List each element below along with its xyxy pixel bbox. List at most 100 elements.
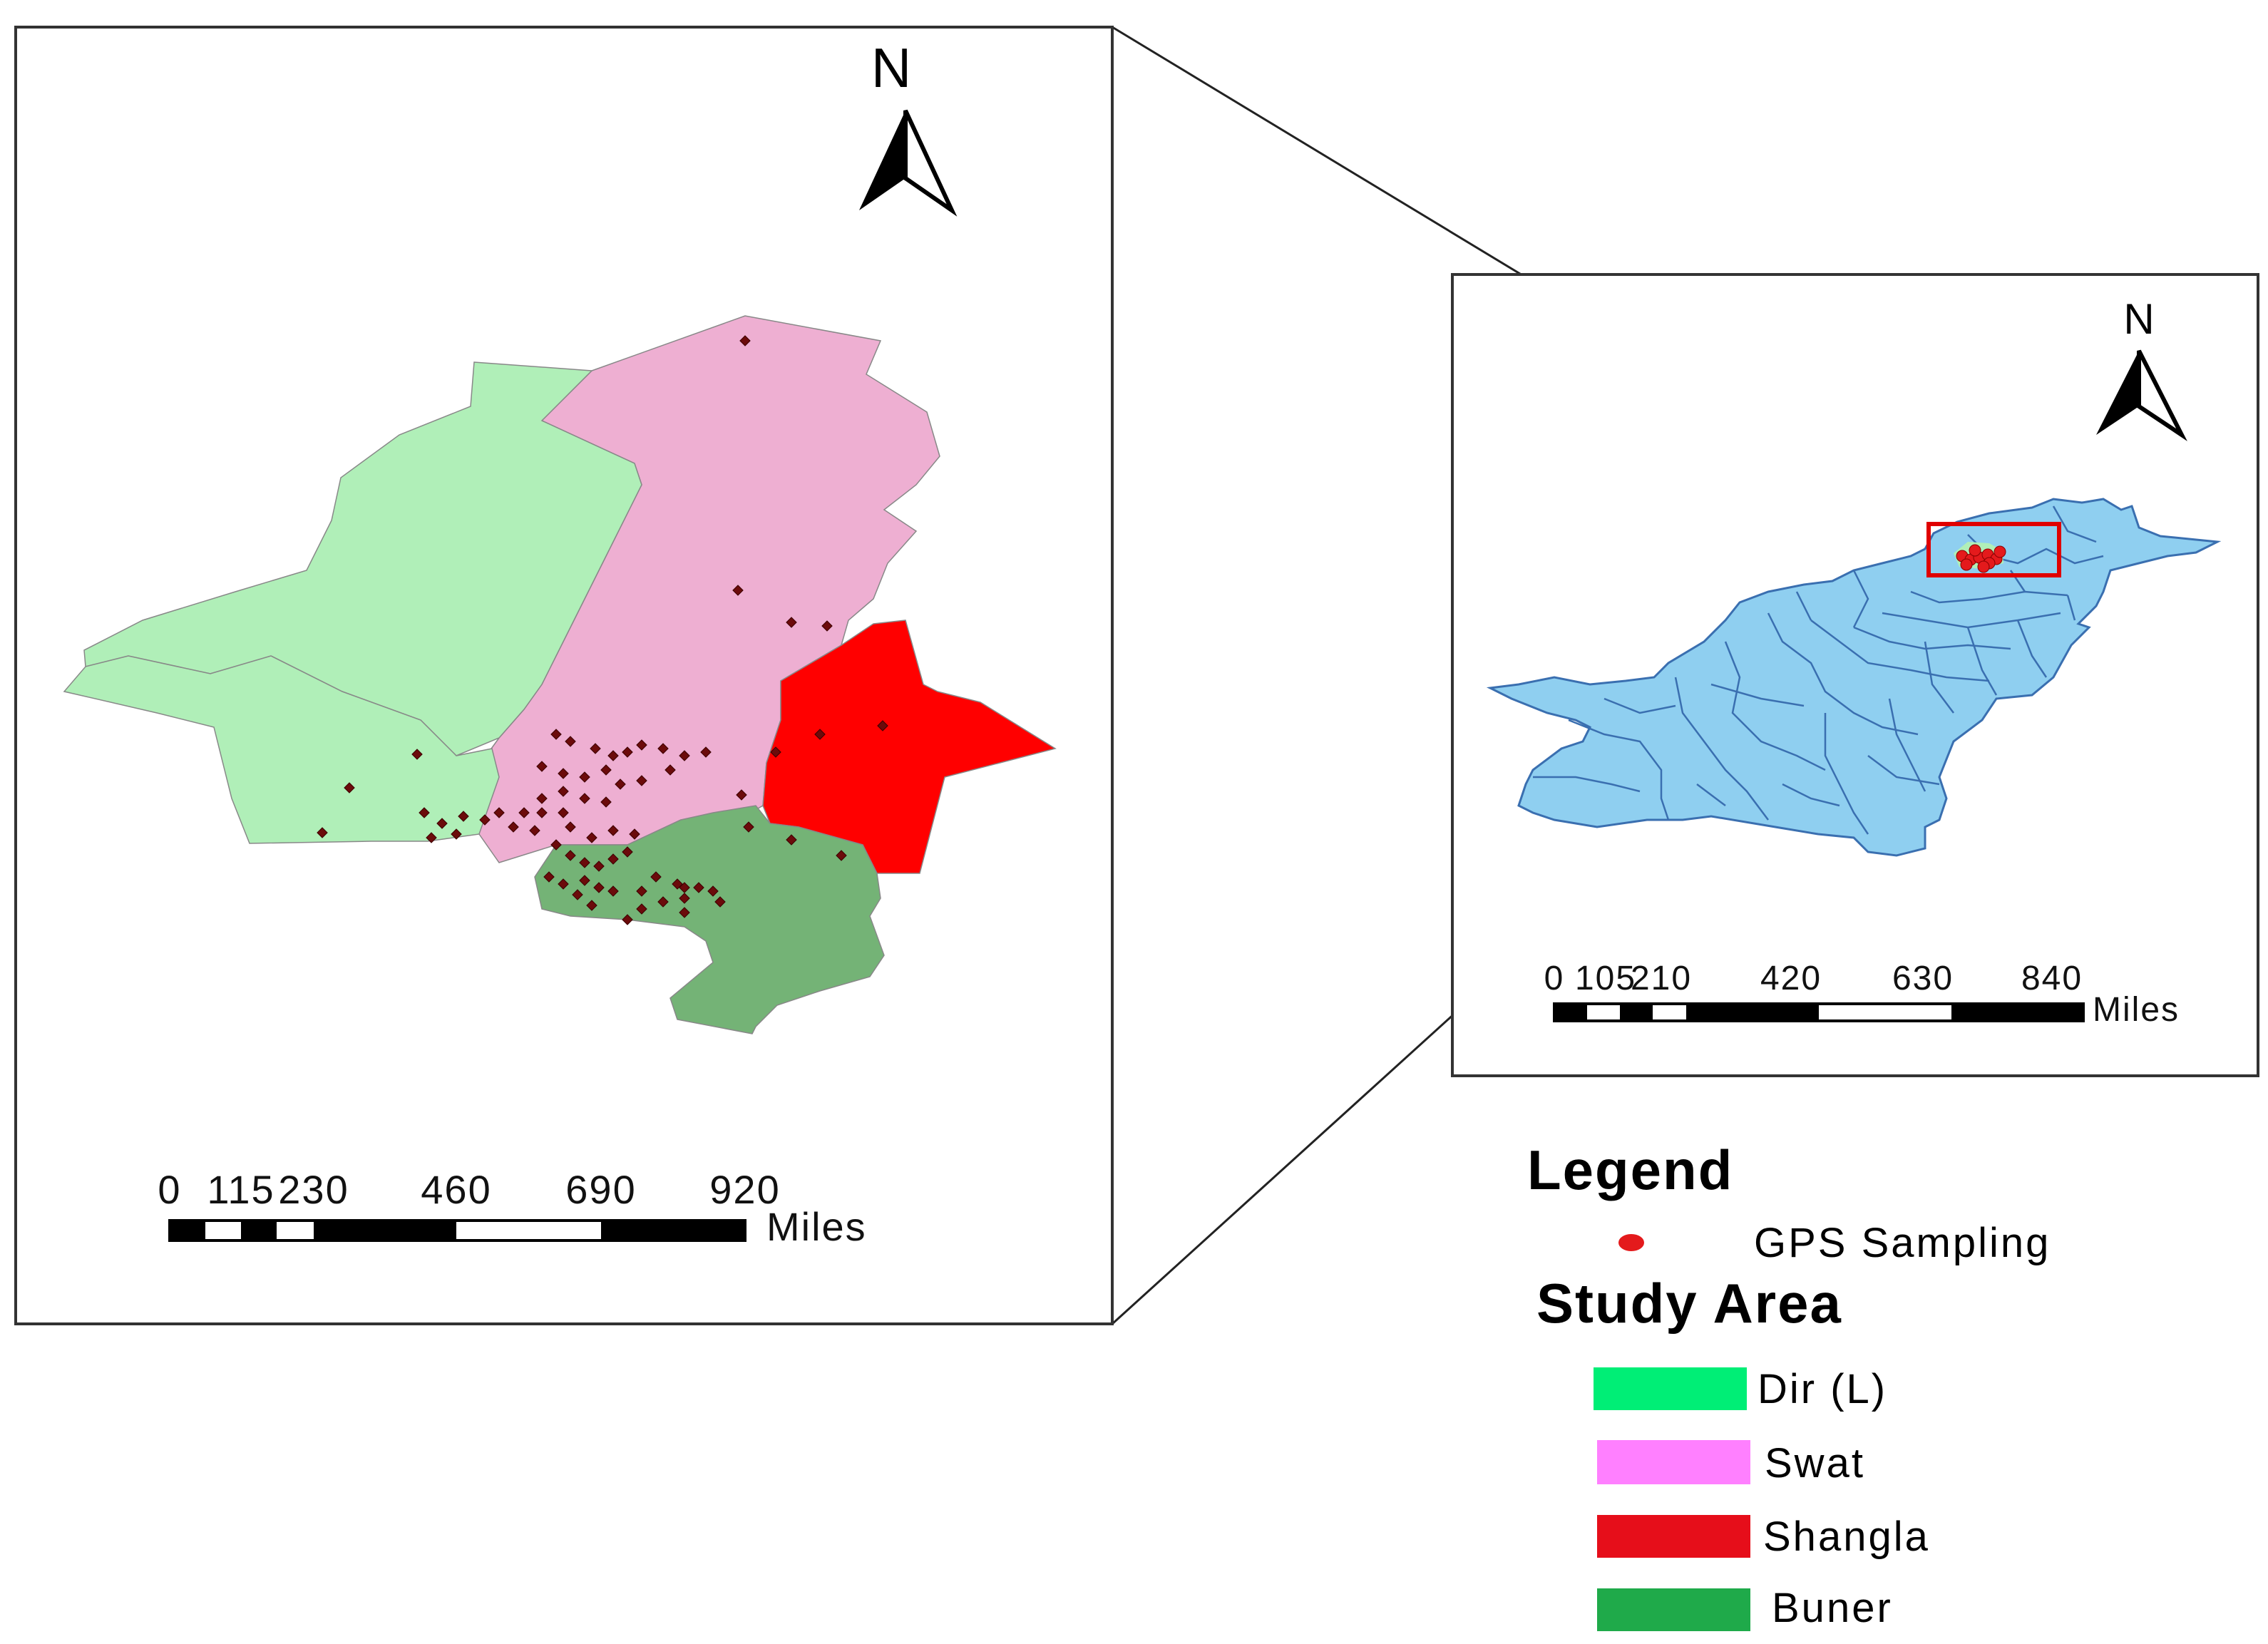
gps-sampling-point (411, 749, 423, 760)
legend-swatch-dir-lower (1594, 1367, 1747, 1410)
gps-sampling-point (679, 882, 690, 893)
scale-bar-main: 0 115 230 460 690 920 Miles (158, 1167, 867, 1249)
legend: Legend GPS Sampling Study Area Dir (L) S… (1527, 1139, 2051, 1631)
gps-sampling-point (821, 620, 833, 632)
district-buner (534, 805, 885, 1034)
inset-scale-tick-840: 840 (2021, 960, 2083, 997)
scale-bar-inset: 0 105 210 420 630 840 Miles (1544, 960, 2180, 1029)
inset-map: N 0 105 210 420 630 840 Miles (1451, 273, 2259, 1077)
legend-label-dir-lower: Dir (L) (1758, 1366, 1887, 1412)
gps-sampling-point (529, 825, 540, 836)
inset-gps-point (1977, 560, 1990, 573)
gps-sampling-point (607, 750, 619, 761)
inset-gps-point (1969, 544, 1981, 557)
gps-sampling-point (636, 885, 647, 897)
gps-sampling-point (707, 885, 719, 897)
legend-label-buner: Buner (1772, 1585, 1893, 1631)
gps-sampling-point (579, 771, 590, 783)
gps-sampling-point (493, 807, 505, 818)
legend-swatch-swat (1597, 1440, 1750, 1484)
inset-gps-point (1994, 545, 2006, 558)
gps-sampling-point (558, 878, 569, 890)
pakistan-outline (1486, 498, 2222, 857)
legend-label-shangla: Shangla (1763, 1514, 1930, 1560)
district-dir-lower-south (63, 655, 500, 844)
inset-scale-tick-210: 210 (1631, 960, 1692, 997)
gps-sampling-point (600, 796, 612, 808)
scale-tick-115: 115 (207, 1167, 274, 1212)
inset-scale-tick-630: 630 (1892, 960, 1954, 997)
gps-sampling-point (615, 779, 626, 790)
scale-unit-main: Miles (766, 1204, 867, 1249)
north-label-main: N (871, 36, 911, 99)
gps-sampling-point (629, 828, 640, 840)
gps-sampling-point (622, 746, 633, 758)
gps-sampling-point (714, 896, 726, 908)
gps-sampling-point (814, 729, 826, 740)
gps-sampling-point (558, 786, 569, 797)
gps-sampling-point (679, 750, 690, 761)
gps-sampling-point (600, 764, 612, 776)
gps-sampling-point (436, 818, 448, 829)
legend-gps-sampling-label: GPS Sampling (1754, 1220, 2051, 1266)
gps-sampling-point (607, 853, 619, 865)
gps-sampling-point (550, 729, 562, 740)
inset-scale-tick-420: 420 (1760, 960, 1822, 997)
main-map: N 0 115 230 460 690 920 Miles (14, 26, 1114, 1325)
north-label-inset: N (2123, 295, 2154, 343)
gps-sampling-point (419, 807, 430, 818)
scale-tick-0: 0 (158, 1167, 181, 1212)
gps-sampling-point (770, 746, 781, 758)
gps-sampling-point (586, 900, 597, 911)
study-area-highlight-box (1926, 522, 2061, 577)
scale-tick-230: 230 (278, 1167, 349, 1212)
scale-unit-inset: Miles (2093, 991, 2180, 1029)
gps-sampling-point (558, 768, 569, 779)
gps-sampling-point (672, 878, 683, 890)
gps-sampling-point (636, 775, 647, 786)
gps-sampling-point (636, 739, 647, 751)
gps-sampling-point (607, 825, 619, 836)
gps-sampling-point (622, 846, 633, 858)
gps-sampling-point (536, 807, 548, 818)
gps-sampling-point (700, 746, 712, 758)
legend-swatch-shangla (1597, 1515, 1750, 1558)
gps-sampling-point (579, 793, 590, 804)
gps-sampling-point (479, 814, 491, 826)
gps-sampling-point (536, 793, 548, 804)
scale-tick-460: 460 (421, 1167, 491, 1212)
gps-sampling-symbol (1618, 1234, 1644, 1251)
gps-sampling-point (636, 903, 647, 915)
gps-sampling-point (736, 789, 747, 801)
gps-sampling-point (657, 743, 669, 754)
gps-sampling-point (657, 896, 669, 908)
gps-sampling-point (558, 807, 569, 818)
gps-sampling-point (739, 335, 751, 346)
north-arrow-main: N (859, 36, 958, 217)
gps-sampling-point (543, 871, 555, 883)
gps-sampling-point (579, 875, 590, 886)
gps-sampling-point (590, 743, 601, 754)
gps-sampling-point (836, 850, 847, 861)
legend-swatch-buner (1597, 1588, 1750, 1631)
legend-label-swat: Swat (1765, 1440, 1865, 1486)
gps-sampling-point (536, 761, 548, 772)
gps-sampling-points (317, 335, 888, 925)
gps-sampling-point (565, 821, 576, 833)
gps-sampling-point (550, 839, 562, 851)
gps-sampling-point (622, 914, 633, 925)
gps-sampling-point (693, 882, 704, 893)
scale-tick-920: 920 (709, 1167, 780, 1212)
inset-scale-tick-105: 105 (1575, 960, 1636, 997)
inset-scale-tick-0: 0 (1544, 960, 1565, 997)
gps-sampling-point (593, 882, 605, 893)
gps-sampling-point (877, 720, 888, 731)
gps-sampling-point (458, 811, 469, 822)
gps-sampling-point (518, 807, 530, 818)
gps-sampling-point (786, 834, 797, 846)
gps-sampling-point (579, 857, 590, 868)
inset-gps-point (1960, 558, 1973, 571)
gps-sampling-point (586, 832, 597, 843)
gps-sampling-point (344, 782, 355, 793)
